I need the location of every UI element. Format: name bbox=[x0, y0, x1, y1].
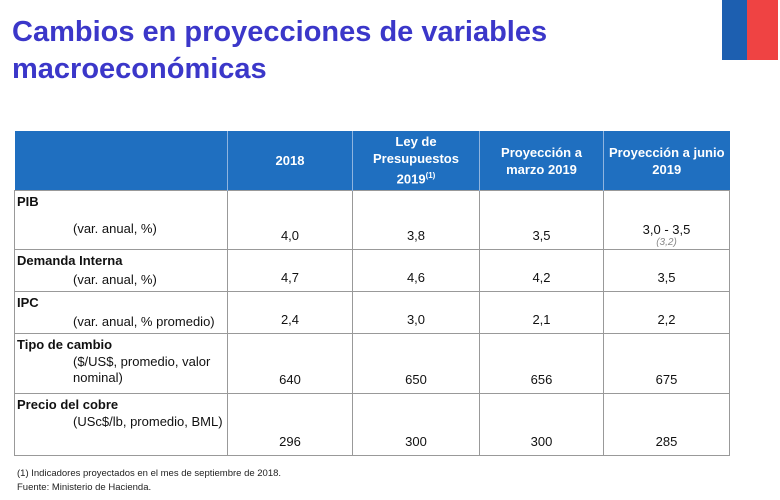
table-row: PIB (var. anual, %) 4,0 3,8 3,5 3,0 - 3,5 (3,2… bbox=[14, 190, 730, 250]
flag-logo-blue bbox=[722, 0, 747, 60]
value-cell: 675 bbox=[603, 333, 730, 394]
value: 4,0 bbox=[280, 228, 300, 243]
header-empty bbox=[14, 131, 228, 191]
value: 296 bbox=[279, 434, 301, 449]
value: 3,8 bbox=[406, 228, 426, 243]
value: 3,0 bbox=[406, 312, 426, 327]
row-label: Demanda Interna (var. anual, %) bbox=[14, 249, 228, 292]
footnotes: (1) Indicadores proyectados en el mes de… bbox=[17, 467, 281, 495]
value: 656 bbox=[530, 372, 553, 387]
flag-logo-red bbox=[747, 0, 778, 60]
value-cell: 3,5 bbox=[479, 190, 604, 250]
row-unit: (var. anual, %) bbox=[73, 272, 157, 287]
value-cell: 4,6 bbox=[352, 249, 480, 292]
value-cell: 2,4 bbox=[227, 291, 353, 334]
value: 300 bbox=[530, 434, 553, 449]
table-row: Precio del cobre (USc$/lb, promedio, BML)… bbox=[14, 393, 730, 456]
value-cell: 656 bbox=[479, 333, 604, 394]
value-cell: 4,0 bbox=[227, 190, 353, 250]
value-cell: 300 bbox=[479, 393, 604, 456]
header-proyeccion-junio: Proyección a junio 2019 bbox=[603, 131, 730, 191]
alt-value: (3,2) bbox=[656, 237, 677, 248]
value-cell: 300 bbox=[352, 393, 480, 456]
value-cell: 2,1 bbox=[479, 291, 604, 334]
row-label: PIB (var. anual, %) bbox=[14, 190, 228, 250]
table-header-row: 2018 Ley de Presupuestos 2019(1) Proyecc… bbox=[14, 131, 730, 191]
row-name: IPC bbox=[17, 295, 39, 310]
value-cell: 3,5 bbox=[603, 249, 730, 292]
row-name: Precio del cobre bbox=[17, 397, 119, 412]
value-cell: 3,0 bbox=[352, 291, 480, 334]
source: Fuente: Ministerio de Hacienda. bbox=[17, 482, 152, 493]
row-label: Tipo de cambio ($/US$, promedio, valor no… bbox=[14, 333, 228, 394]
row-name: Demanda Interna bbox=[17, 253, 123, 268]
header-2018: 2018 bbox=[227, 131, 353, 191]
value-cell: 285 bbox=[603, 393, 730, 456]
value: 650 bbox=[405, 372, 427, 387]
value-cell: 650 bbox=[352, 333, 480, 394]
value: 3,5 bbox=[532, 228, 551, 243]
row-label: IPC (var. anual, % promedio) bbox=[14, 291, 228, 334]
value: 640 bbox=[279, 372, 301, 387]
table-row: Tipo de cambio ($/US$, promedio, valor no… bbox=[14, 333, 730, 394]
row-unit: (var. anual, %) bbox=[73, 221, 157, 236]
value: 3,0 - 3,5 bbox=[642, 222, 691, 237]
projections-table: 2018 Ley de Presupuestos 2019(1) Proyecc… bbox=[14, 131, 730, 456]
row-unit: ($/US$, promedio, valor nominal) bbox=[73, 354, 211, 385]
value: 3,5 bbox=[657, 270, 676, 285]
table-row: Demanda Interna (var. anual, %) 4,7 4,6 4,2 3… bbox=[14, 249, 730, 292]
footnote: (1) Indicadores proyectados en el mes de… bbox=[17, 468, 282, 479]
value-cell: 4,2 bbox=[479, 249, 604, 292]
row-name: PIB bbox=[17, 194, 39, 209]
value-cell: 2,2 bbox=[603, 291, 730, 334]
value-cell: 640 bbox=[227, 333, 353, 394]
value: 4,6 bbox=[406, 270, 426, 285]
value-cell: 3,8 bbox=[352, 190, 480, 250]
value: 4,2 bbox=[532, 270, 551, 285]
value: 675 bbox=[655, 372, 678, 387]
header-proyeccion-marzo: Proyección a marzo 2019 bbox=[479, 131, 604, 191]
header-ley-presupuestos: Ley de Presupuestos 2019(1) bbox=[352, 131, 480, 191]
value-cell: 296 bbox=[227, 393, 353, 456]
row-label: Precio del cobre (USc$/lb, promedio, BML) bbox=[14, 393, 228, 456]
value: 2,1 bbox=[532, 312, 551, 327]
row-unit: (var. anual, % promedio) bbox=[73, 314, 215, 329]
slide-title: Cambios en proyecciones de variables macr… bbox=[12, 16, 548, 85]
value-cell: 4,7 bbox=[227, 249, 353, 292]
value: 285 bbox=[655, 434, 678, 449]
value-cell: 3,0 - 3,5 (3,2) bbox=[603, 190, 730, 250]
row-name: Tipo de cambio bbox=[17, 337, 113, 352]
value: 4,7 bbox=[280, 270, 300, 285]
value: 300 bbox=[405, 434, 427, 449]
table-row: IPC (var. anual, % promedio) 2,4 3,0 2,1 2,2 bbox=[14, 291, 730, 334]
value: 2,4 bbox=[280, 312, 300, 327]
row-unit: (USc$/lb, promedio, BML) bbox=[73, 414, 223, 429]
value: 2,2 bbox=[657, 312, 676, 327]
